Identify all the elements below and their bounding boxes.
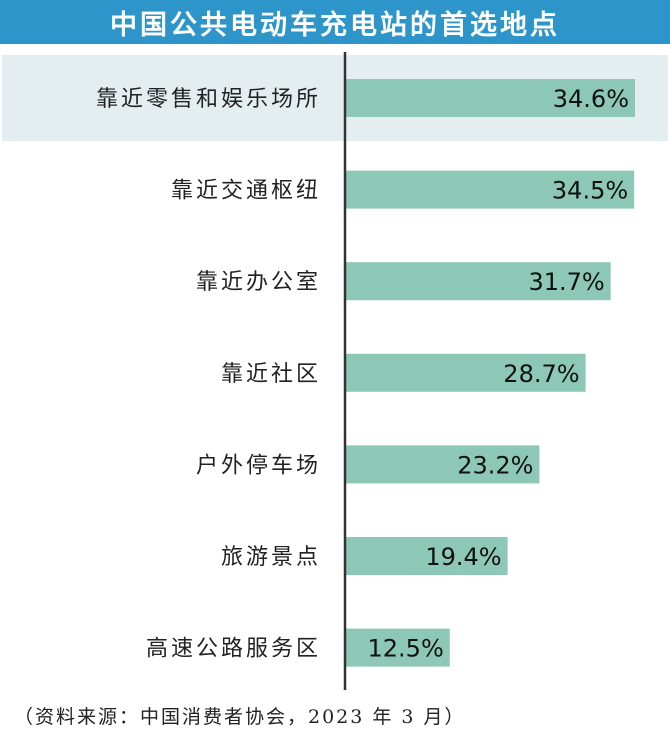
- source-note: （资料来源：中国消费者协会，2023 年 3 月）: [14, 706, 466, 728]
- bar: [345, 79, 635, 117]
- value-label: 28.7%: [503, 360, 579, 388]
- bar: [345, 445, 540, 484]
- category-label: 靠近交通枢纽: [171, 179, 321, 204]
- bar: [345, 628, 450, 667]
- category-label: 靠近办公室: [196, 270, 321, 295]
- value-label: 31.7%: [528, 268, 604, 296]
- chart-title: 中国公共电动车充电站的首选地点: [110, 9, 560, 41]
- bar: [345, 170, 635, 209]
- value-label: 34.6%: [553, 85, 629, 113]
- value-label: 12.5%: [368, 635, 444, 663]
- category-label: 户外停车场: [196, 453, 321, 478]
- category-label: 高速公路服务区: [146, 637, 321, 662]
- category-label: 靠近社区: [221, 362, 321, 387]
- value-label: 23.2%: [457, 451, 533, 479]
- category-label: 旅游景点: [221, 545, 321, 570]
- bar: [345, 537, 508, 575]
- category-label: 靠近零售和娱乐场所: [96, 87, 321, 112]
- value-label: 34.5%: [552, 177, 628, 205]
- chart-title-bar: 中国公共电动车充电站的首选地点: [0, 0, 670, 44]
- bar: [345, 353, 586, 392]
- value-label: 19.4%: [425, 543, 501, 571]
- bar: [345, 262, 611, 301]
